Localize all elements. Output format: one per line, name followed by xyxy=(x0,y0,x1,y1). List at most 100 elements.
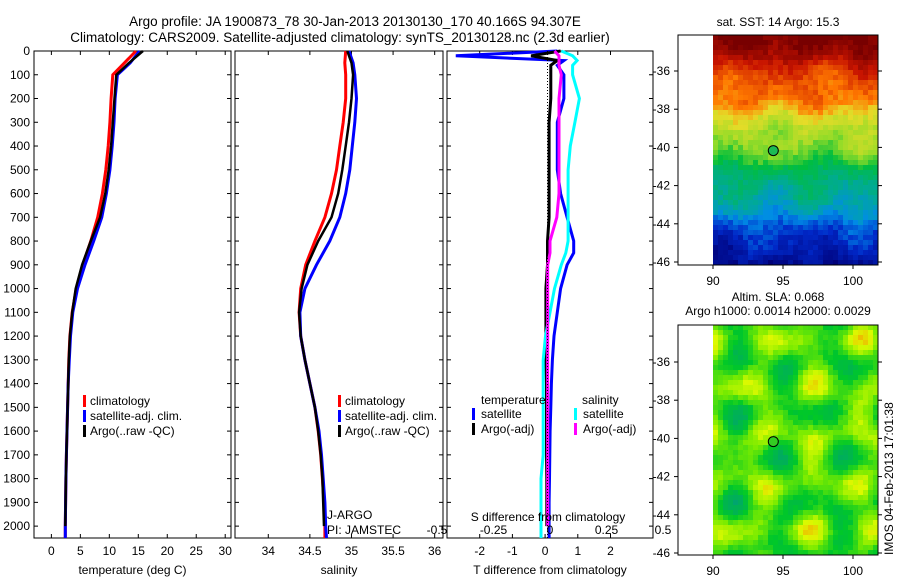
map-cell xyxy=(753,65,758,70)
map-cell xyxy=(763,390,768,395)
map-cell xyxy=(868,490,873,495)
map-cell xyxy=(778,85,783,90)
map-cell xyxy=(813,470,818,475)
map-cell xyxy=(833,325,838,330)
map-cell xyxy=(873,255,878,260)
map-cell xyxy=(808,125,813,130)
map-cell xyxy=(718,410,723,415)
map-cell xyxy=(863,220,868,225)
map-cell xyxy=(788,495,793,500)
map-cell xyxy=(728,200,733,205)
map-cell xyxy=(783,485,788,490)
map-cell xyxy=(733,200,738,205)
map-cell xyxy=(733,90,738,95)
map-cell xyxy=(758,225,763,230)
map-cell xyxy=(753,325,758,330)
map-cell xyxy=(723,420,728,425)
map-cell xyxy=(728,110,733,115)
map-cell xyxy=(778,255,783,260)
map-cell xyxy=(788,240,793,245)
map-cell xyxy=(808,215,813,220)
map-cell xyxy=(713,390,718,395)
map-cell xyxy=(718,475,723,480)
map-cell xyxy=(728,145,733,150)
map-cell xyxy=(853,345,858,350)
map-cell xyxy=(743,260,748,265)
map-cell xyxy=(768,95,773,100)
legend-label: satellite xyxy=(583,407,624,421)
map-cell xyxy=(733,160,738,165)
map-cell xyxy=(863,335,868,340)
map-cell xyxy=(718,415,723,420)
map-cell xyxy=(738,430,743,435)
map-cell xyxy=(718,545,723,550)
map-cell xyxy=(788,235,793,240)
map-cell xyxy=(823,520,828,525)
map-cell xyxy=(868,525,873,530)
map-cell xyxy=(848,525,853,530)
map-cell xyxy=(738,150,743,155)
map-cell xyxy=(853,435,858,440)
map-cell xyxy=(808,240,813,245)
map-cell xyxy=(788,95,793,100)
map-cell xyxy=(788,135,793,140)
map-cell xyxy=(848,365,853,370)
map-cell xyxy=(838,210,843,215)
map-cell xyxy=(833,505,838,510)
map-cell xyxy=(858,115,863,120)
x-tick-label: -2 xyxy=(474,544,485,558)
map-cell xyxy=(833,180,838,185)
map-cell xyxy=(743,395,748,400)
map-cell xyxy=(758,185,763,190)
map-cell xyxy=(803,185,808,190)
map-cell xyxy=(803,525,808,530)
map-cell xyxy=(863,420,868,425)
map-cell xyxy=(858,350,863,355)
map-cell xyxy=(833,455,838,460)
map-cell xyxy=(753,135,758,140)
map-cell xyxy=(723,370,728,375)
map-cell xyxy=(738,360,743,365)
map-cell xyxy=(738,65,743,70)
map-cell xyxy=(773,365,778,370)
map-cell xyxy=(818,390,823,395)
series-line-argo-raw-qc- xyxy=(64,50,144,527)
map-cell xyxy=(873,170,878,175)
map-cell xyxy=(833,75,838,80)
map-cell xyxy=(818,115,823,120)
map-cell xyxy=(748,70,753,75)
map-cell xyxy=(763,205,768,210)
map-cell xyxy=(788,110,793,115)
map-cell xyxy=(833,415,838,420)
map-cell xyxy=(783,140,788,145)
map-cell xyxy=(743,520,748,525)
map-cell xyxy=(863,440,868,445)
map-cell xyxy=(848,480,853,485)
map-cell xyxy=(798,170,803,175)
map-cell xyxy=(853,230,858,235)
map-cell xyxy=(743,45,748,50)
map-cell xyxy=(793,215,798,220)
map-cell xyxy=(778,530,783,535)
map-cell xyxy=(808,165,813,170)
map-cell xyxy=(778,55,783,60)
map-cell xyxy=(843,510,848,515)
map-cell xyxy=(773,460,778,465)
map-cell xyxy=(818,415,823,420)
map-cell xyxy=(728,120,733,125)
map-cell xyxy=(748,525,753,530)
map-cell xyxy=(803,475,808,480)
map-cell xyxy=(728,65,733,70)
x-tick-label: 25 xyxy=(190,544,204,558)
map-cell xyxy=(848,225,853,230)
map-cell xyxy=(803,330,808,335)
map-cell xyxy=(853,70,858,75)
map-cell xyxy=(818,325,823,330)
map-cell xyxy=(748,140,753,145)
map-cell xyxy=(738,370,743,375)
map-cell xyxy=(738,345,743,350)
map-cell xyxy=(808,540,813,545)
map-cell xyxy=(728,500,733,505)
map-cell xyxy=(718,135,723,140)
map-cell xyxy=(833,260,838,265)
